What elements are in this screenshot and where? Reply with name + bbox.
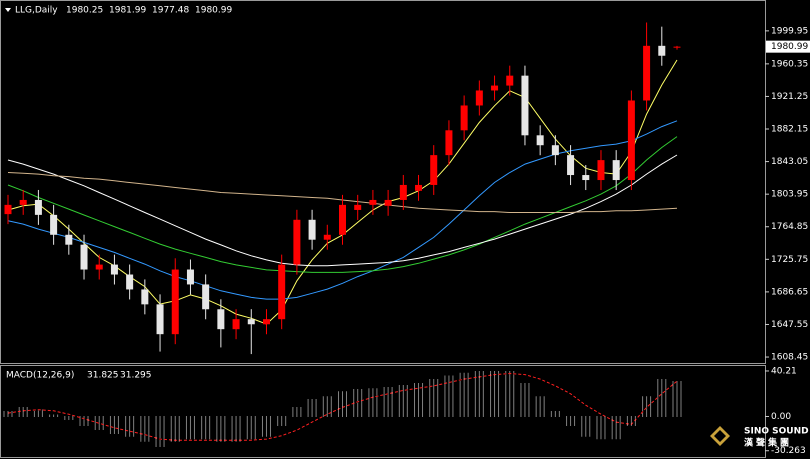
candle-body: [612, 160, 620, 181]
y-tick-label: 1686.65: [771, 287, 808, 297]
candle-body: [293, 219, 301, 265]
candle-body: [354, 204, 362, 210]
candle-body: [4, 204, 12, 215]
candle-body: [551, 145, 559, 156]
candle-body: [445, 130, 453, 156]
candle-body: [141, 289, 149, 305]
signal-value: 31.295: [120, 371, 152, 381]
y-tick-label: 0.00: [771, 412, 791, 422]
y-tick-label: 40.21: [771, 366, 797, 376]
moving-average: [7, 154, 678, 267]
candle-body: [95, 264, 103, 270]
signal-line: [7, 372, 678, 441]
candle-body: [643, 45, 651, 101]
moving-average: [7, 120, 678, 300]
candle-body: [627, 100, 635, 181]
candle-body: [202, 284, 210, 310]
main-panel-frame: [0, 0, 766, 364]
y-tick-label: 1608.45: [771, 353, 808, 363]
candle-body: [491, 85, 499, 91]
candle-body: [186, 269, 194, 285]
candle-body: [217, 309, 225, 330]
candle-body: [65, 234, 73, 245]
y-tick-label: 1803.95: [771, 190, 808, 200]
candle-body: [34, 199, 42, 215]
candle-body: [156, 304, 164, 335]
candle-body: [19, 199, 27, 205]
candle-body: [171, 269, 179, 335]
header-high: 1981.99: [109, 6, 146, 16]
candle-body: [475, 90, 483, 106]
macd-value: 31.825: [87, 371, 119, 381]
candle-body: [521, 75, 529, 136]
candle-body: [369, 199, 377, 205]
candle-body: [460, 105, 468, 131]
candle-body: [278, 264, 286, 320]
candle-body: [506, 75, 514, 86]
macd-title: MACD(12,26,9): [6, 371, 74, 381]
y-tick-label: 1764.85: [771, 222, 808, 232]
price-label-box: [766, 40, 810, 53]
header-low: 1977.48: [152, 6, 189, 16]
candle-body: [597, 160, 605, 181]
y-tick-label: 1647.55: [771, 320, 808, 330]
candle-body: [339, 204, 346, 235]
candle-body: [110, 264, 118, 275]
header-open: 1980.25: [66, 6, 103, 16]
candle-body: [536, 135, 544, 146]
y-tick-label: 1843.05: [771, 157, 808, 167]
macd-panel-frame: [0, 365, 766, 458]
candle-body: [673, 46, 681, 48]
candle-body: [415, 184, 423, 191]
candle-body: [308, 219, 316, 240]
candle-body: [232, 319, 240, 330]
candle-body: [80, 244, 88, 270]
logo: SINO SOUND 漢聲集團: [710, 426, 809, 449]
candle-body: [582, 175, 590, 181]
logo-name: SINO SOUND: [744, 427, 809, 437]
candle-body: [399, 184, 407, 200]
logo-chinese: 漢聲集團: [744, 437, 792, 449]
candle-body: [384, 199, 392, 206]
y-tick-label: 1921.25: [771, 92, 808, 102]
candle-body: [247, 319, 255, 325]
price-label: 1980.99: [771, 42, 808, 52]
candle-body: [126, 274, 134, 290]
logo-icon-inner: [714, 430, 726, 442]
candle-body: [658, 45, 666, 56]
header-close: 1980.99: [195, 6, 232, 16]
chart-title: LLG,Daily: [15, 6, 58, 16]
candle-body: [567, 155, 575, 176]
y-tick-label: 1999.95: [771, 26, 808, 36]
y-tick-label: -30.263: [771, 446, 806, 456]
candle-body: [323, 234, 331, 240]
menu-triangle: [5, 8, 11, 12]
y-tick-label: 1960.35: [771, 59, 808, 69]
moving-average: [7, 136, 678, 273]
y-tick-label: 1725.75: [771, 255, 808, 265]
candle-body: [430, 155, 438, 185]
candle-body: [50, 214, 58, 235]
candle-body: [262, 319, 270, 325]
y-tick-label: 1882.15: [771, 125, 808, 135]
